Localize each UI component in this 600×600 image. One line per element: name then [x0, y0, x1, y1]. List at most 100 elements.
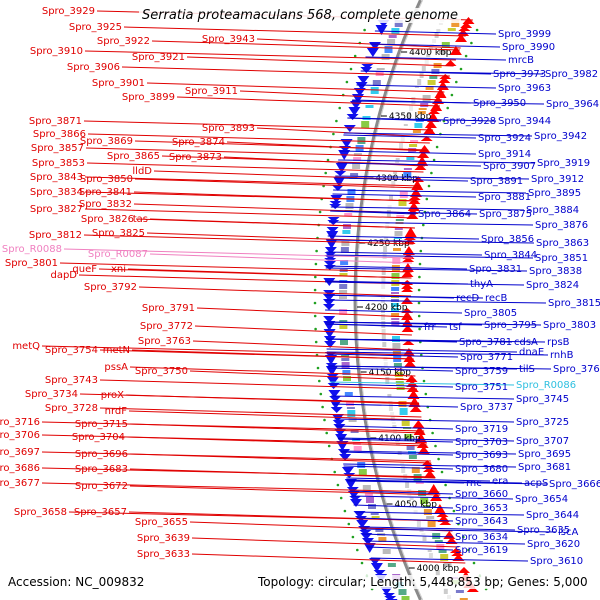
reverse-gene-arrow: [324, 341, 337, 348]
forward-gene-arrow: [401, 270, 414, 277]
forward-gene-arrow: [458, 26, 471, 31]
leader-line-forward: [133, 191, 419, 202]
feature-block: [352, 162, 361, 169]
gene-label-forward: Spro_3865: [107, 151, 160, 162]
gene-label-reverse: acpS: [524, 478, 548, 489]
forward-gene-arrow: [423, 467, 435, 472]
gene-label-reverse: Spro_3643: [455, 516, 508, 527]
reverse-gene-arrow: [325, 363, 338, 368]
reverse-gene-arrow: [323, 299, 335, 306]
leader-line-reverse: [327, 239, 535, 244]
feature-block: [348, 418, 357, 422]
minor-tick: [314, 327, 317, 331]
minor-tick: [437, 457, 440, 461]
forward-gene-arrow: [460, 22, 473, 28]
feature-block: [391, 265, 400, 272]
forward-gene-arrow: [420, 136, 433, 141]
leader-line-reverse: [326, 251, 483, 256]
leader-line-reverse: [334, 418, 515, 423]
minor-tick: [417, 314, 421, 318]
feature-block: [370, 87, 379, 94]
forward-gene-arrow: [427, 484, 440, 494]
leader-line-forward: [176, 96, 441, 107]
gene-label-forward: Spro_3825: [92, 228, 145, 239]
reverse-gene-arrow: [356, 520, 369, 528]
leader-line-reverse: [325, 265, 468, 270]
feature-block: [391, 292, 399, 294]
gene-label-forward: lldD: [132, 166, 152, 177]
feature-block: [403, 124, 408, 126]
minor-tick: [353, 54, 357, 58]
feature-block: [443, 562, 452, 567]
gene-label-reverse: Spro_3824: [526, 280, 579, 291]
leader-line-forward: [59, 262, 412, 273]
feature-block: [420, 497, 429, 504]
feature-block: [401, 420, 410, 426]
forward-gene-arrow: [406, 212, 419, 219]
feature-block: [440, 554, 449, 561]
leader-line-reverse: [325, 321, 542, 326]
leader-line-reverse: [334, 177, 469, 182]
gene-label-forward: Spro_3750: [135, 366, 188, 377]
reverse-gene-arrow: [357, 76, 370, 84]
feature-block: [399, 143, 403, 149]
leader-line-reverse: [337, 162, 482, 167]
feature-block: [357, 462, 366, 468]
gene-label-reverse: thyA: [470, 279, 493, 290]
forward-gene-arrow: [408, 397, 421, 407]
leader-line-forward: [256, 127, 432, 138]
feature-block: [435, 570, 440, 576]
feature-block: [340, 247, 349, 253]
leader-line-reverse: [328, 367, 454, 372]
minor-tick: [459, 67, 463, 71]
forward-gene-arrow: [428, 109, 440, 114]
forward-gene-arrow: [402, 348, 415, 356]
minor-tick: [349, 67, 353, 71]
minor-tick: [321, 405, 324, 409]
minor-tick: [314, 262, 318, 266]
feature-block: [392, 343, 401, 350]
gene-label-forward: Spro_3743: [45, 375, 98, 386]
leader-line-reverse: [360, 70, 544, 75]
feature-block: [414, 123, 423, 128]
feature-block: [418, 108, 427, 110]
minor-tick: [333, 470, 337, 474]
feature-block: [411, 467, 420, 473]
forward-gene-arrow: [439, 74, 452, 79]
leader-line-reverse: [331, 395, 515, 400]
feature-block: [406, 445, 415, 450]
gene-label-forward: Spro_3922: [97, 36, 150, 47]
feature-block: [417, 79, 422, 85]
feature-block: [350, 430, 359, 433]
gene-label-forward: Spro_3697: [0, 447, 40, 458]
gene-label-reverse: rnc: [466, 478, 482, 489]
feature-block: [375, 71, 384, 76]
gene-label-forward: Spro_3763: [138, 336, 191, 347]
feature-block: [395, 158, 400, 160]
feature-block: [364, 493, 373, 496]
feature-block: [399, 408, 408, 415]
gene-label-reverse: Spro_3680: [455, 464, 508, 475]
reverse-gene-arrow: [333, 177, 346, 187]
minor-tick: [327, 444, 331, 448]
scale-tick-label: 4250 kbp: [367, 239, 410, 249]
minor-tick: [455, 80, 458, 84]
feature-block: [427, 520, 436, 527]
leader-line-reverse: [340, 450, 517, 455]
feature-block: [459, 598, 468, 600]
feature-block: [342, 370, 351, 375]
leader-line-reverse: [360, 528, 557, 533]
feature-block: [343, 224, 351, 229]
feature-block: [409, 105, 413, 111]
feature-block: [441, 42, 450, 48]
scale-tick-label: 4350 kbp: [389, 112, 432, 122]
forward-gene-arrow: [436, 512, 449, 517]
gene-label-reverse: Spro_3654: [515, 494, 568, 505]
leader-line-forward: [149, 253, 413, 264]
forward-gene-arrow: [424, 120, 437, 128]
leader-line-reverse: [327, 235, 480, 240]
gene-label-reverse: Spro_3907: [483, 161, 536, 172]
gene-label-forward: Spro_3657: [74, 507, 127, 518]
reverse-gene-arrow: [350, 499, 362, 507]
feature-block: [422, 536, 427, 541]
